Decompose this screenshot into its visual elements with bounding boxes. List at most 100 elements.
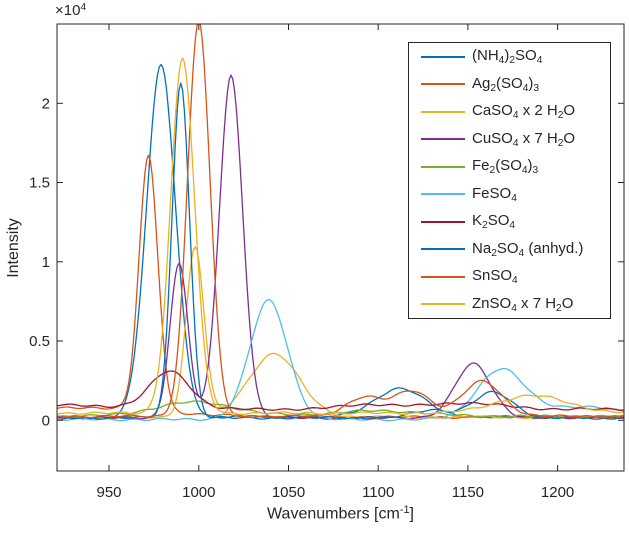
legend-label: ZnSO4 x 7 H2O — [472, 295, 573, 314]
text-fragment: 2 — [491, 247, 497, 259]
legend-entry-calcium-sulfate-dihydrate: CaSO4 x 2 H2O — [409, 99, 610, 125]
text-fragment: ) — [504, 47, 510, 65]
x-tick-label: 1100 — [362, 484, 394, 501]
text-fragment: Ag — [472, 74, 491, 92]
text-fragment: O — [563, 102, 576, 120]
y-axis-label: Intensity — [5, 218, 22, 278]
text-fragment: 4 — [511, 192, 517, 204]
text-fragment: SO — [487, 212, 510, 230]
legend-entry-ammonium-sulfate: (NH4)2SO4 — [409, 44, 610, 70]
x-axis-label: Wavenumbers [cm-1] — [57, 504, 624, 523]
y-tick-label: 1.5 — [29, 175, 50, 192]
legend-label: (NH4)2SO4 — [472, 47, 542, 66]
text-fragment: FeSO — [472, 184, 512, 202]
text-fragment: 4 — [521, 165, 528, 177]
y-tick-label: 1 — [42, 254, 50, 271]
text-fragment: O — [563, 129, 576, 147]
text-fragment: x 7 H — [518, 129, 558, 147]
x-tick-label: 1050 — [272, 484, 305, 501]
text-fragment: 4 — [536, 55, 543, 67]
text-fragment: 2 — [556, 302, 562, 314]
y-tick-label: 2 — [42, 95, 50, 112]
series-line-tin-sulfate — [57, 24, 624, 419]
legend-label: SnSO4 — [472, 267, 518, 286]
x-tick-label: 1150 — [452, 484, 484, 501]
legend-line-sample — [421, 83, 465, 86]
legend-label: CaSO4 x 2 H2O — [472, 102, 575, 121]
text-fragment: 4 — [512, 110, 519, 122]
legend-label: Na2SO4 (anhyd.) — [472, 240, 583, 259]
text-fragment: ×10 — [55, 2, 81, 20]
legend-line-sample — [421, 303, 465, 306]
text-fragment: SO — [515, 47, 537, 65]
text-fragment: 3 — [533, 82, 540, 94]
text-fragment: 4 — [509, 220, 516, 232]
legend-label: K2SO4 — [472, 212, 515, 231]
legend-entry-silver-sulfate: Ag2(SO4)3 — [409, 71, 610, 97]
text-fragment: ] — [409, 505, 414, 523]
text-fragment: (SO — [496, 74, 523, 92]
legend-entry-iron-ii-sulfate: FeSO4 — [409, 181, 610, 207]
text-fragment: 2 — [482, 220, 488, 232]
text-fragment: 2 — [490, 82, 497, 94]
text-fragment: x 7 H — [516, 294, 557, 312]
text-fragment: 4 — [518, 247, 525, 259]
series-line-calcium-sulfate-dihydrate — [57, 246, 624, 420]
text-fragment: 2 — [557, 137, 564, 149]
text-fragment: 3 — [532, 165, 539, 177]
legend-label: Ag2(SO4)3 — [472, 75, 539, 94]
text-fragment: O — [561, 294, 574, 312]
text-fragment: -1 — [399, 504, 410, 516]
series-line-zinc-sulfate-heptahydrate — [57, 57, 624, 416]
legend-entry-sodium-sulfate-anhydrous: Na2SO4 (anhyd.) — [409, 236, 610, 262]
text-fragment: 4 — [511, 302, 517, 314]
x-tick-label: 1200 — [541, 484, 574, 501]
text-fragment: ) — [528, 74, 534, 92]
text-fragment: 4 — [512, 275, 518, 287]
y-axis-exponent: ×104 — [55, 2, 86, 19]
text-fragment: 2 — [489, 165, 496, 177]
legend-entry-copper-sulfate-heptahydrate: CuSO4 x 7 H2O — [409, 126, 610, 152]
text-fragment: K — [472, 212, 483, 230]
legend-line-sample — [421, 165, 465, 168]
y-tick-label: 0 — [42, 412, 50, 429]
x-tick-label: 1000 — [182, 484, 215, 501]
text-fragment: 4 — [512, 137, 519, 149]
y-tick-label: 0.5 — [29, 333, 50, 350]
text-fragment: (anhyd.) — [524, 239, 584, 257]
legend-label: Fe2(SO4)3 — [472, 157, 538, 176]
text-fragment: (NH — [472, 47, 499, 65]
text-fragment: SO — [496, 239, 519, 257]
legend-line-sample — [421, 248, 465, 251]
text-fragment: 4 — [522, 82, 529, 94]
series-group — [57, 24, 624, 422]
legend-entry-potassium-sulfate: K2SO4 — [409, 209, 610, 235]
legend-line-sample — [421, 138, 465, 141]
legend-line-sample — [421, 193, 465, 196]
text-fragment: SnSO — [472, 267, 513, 285]
text-fragment: 2 — [509, 55, 516, 67]
legend-entry-zinc-sulfate-heptahydrate: ZnSO4 x 7 H2O — [409, 291, 610, 317]
plot-frame — [56, 23, 625, 472]
legend-line-sample — [421, 275, 465, 278]
legend-entry-tin-sulfate: SnSO4 — [409, 264, 610, 290]
text-fragment: CaSO — [472, 102, 513, 120]
legend-label: FeSO4 — [472, 185, 517, 204]
legend-line-sample — [421, 55, 465, 58]
text-fragment: 4 — [80, 2, 87, 13]
text-fragment: CuSO — [472, 129, 513, 147]
text-fragment: x 2 H — [518, 102, 558, 120]
text-fragment: Na — [472, 239, 492, 257]
text-fragment: ) — [527, 157, 533, 175]
text-fragment: (SO — [495, 157, 522, 175]
text-fragment: Wavenumbers [cm — [267, 505, 400, 523]
x-tick-label: 950 — [96, 484, 121, 501]
legend-label: CuSO4 x 7 H2O — [472, 130, 575, 149]
text-fragment: Fe — [472, 157, 490, 175]
legend: (NH4)2SO4 Ag2(SO4)3 CaSO4 x 2 H2O CuSO4 x 7… — [408, 42, 611, 319]
series-line-potassium-sulfate — [57, 370, 624, 411]
text-fragment: 4 — [498, 55, 505, 67]
text-fragment: ZnSO — [472, 294, 512, 312]
